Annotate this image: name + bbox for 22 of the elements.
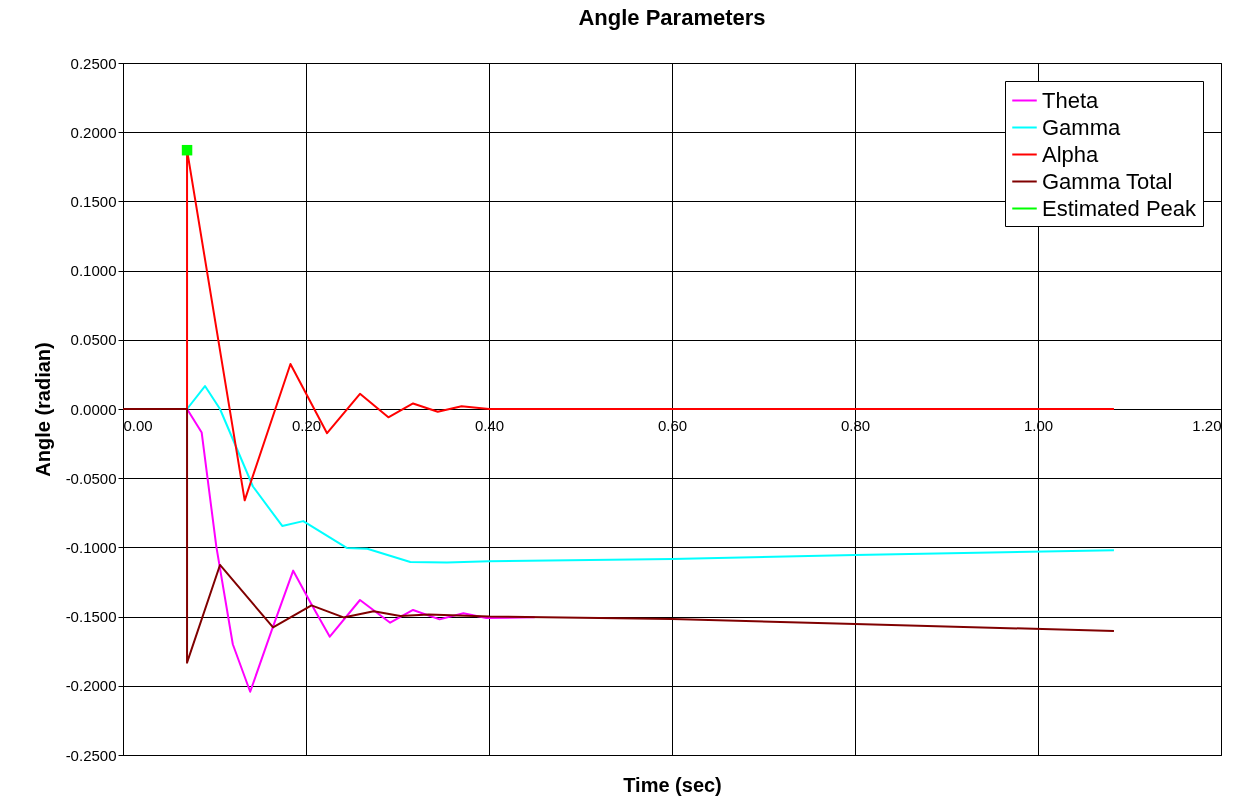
y-tick-label: 0.1000: [70, 262, 117, 280]
y-tick-label: 0.1500: [70, 192, 117, 210]
chart-title: Angle Parameters: [578, 5, 766, 30]
x-tick-label: 1.20: [1192, 416, 1222, 434]
x-tick-label: 0.00: [123, 416, 153, 434]
y-tick-label: 0.2500: [70, 54, 117, 72]
legend-label: Gamma: [1042, 114, 1121, 140]
y-tick-label: -0.2000: [65, 677, 117, 695]
legend-label: Gamma Total: [1042, 168, 1173, 194]
y-tick-label: -0.1000: [65, 538, 117, 556]
legend-label: Estimated Peak: [1042, 195, 1198, 221]
y-tick-label: 0.2000: [70, 123, 117, 141]
y-tick-label: -0.1500: [65, 608, 117, 626]
y-axis-title: Angle (radian): [31, 342, 54, 477]
legend-label: Theta: [1042, 87, 1100, 113]
y-tick-label: 0.0000: [70, 400, 117, 418]
line-series: [123, 408, 1115, 664]
legend-label: Alpha: [1042, 141, 1100, 167]
y-tick-label: -0.2500: [65, 746, 117, 764]
y-tick-label: 0.0500: [70, 331, 117, 349]
x-axis-title: Time (sec): [623, 773, 722, 796]
y-tick-label: -0.0500: [65, 469, 117, 487]
